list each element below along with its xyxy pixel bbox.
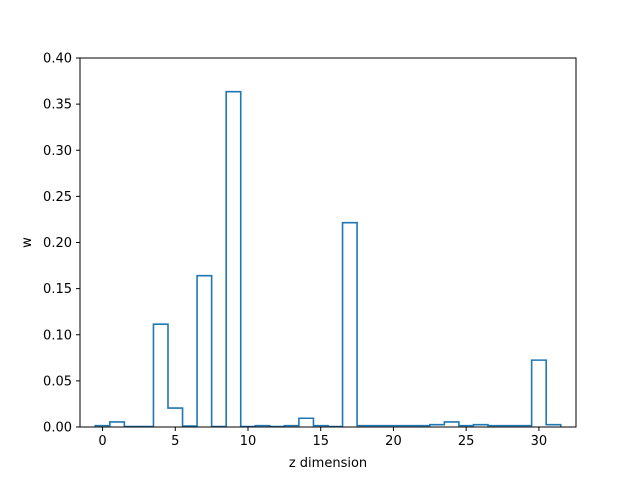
y-tick-label: 0.10 — [43, 328, 72, 343]
y-axis: 0.00 0.05 0.10 0.15 0.20 0.25 0.30 0.35 0.40 — [43, 52, 80, 436]
x-tick-label: 25 — [458, 434, 475, 449]
y-tick-label: 0.05 — [43, 374, 72, 389]
y-tick-label: 0.25 — [43, 190, 72, 205]
y-tick-label: 0.15 — [43, 282, 72, 297]
y-axis-label: w — [20, 237, 35, 248]
data-series — [94, 90, 562, 428]
y-tick-label: 0.40 — [43, 52, 72, 67]
x-tick-label: 0 — [98, 434, 106, 449]
x-axis: 0 5 10 15 20 25 30 — [98, 427, 547, 449]
y-tick-label: 0.35 — [43, 98, 72, 113]
x-tick-label: 30 — [531, 434, 548, 449]
y-tick-label: 0.00 — [43, 421, 72, 436]
y-tick-label: 0.30 — [43, 144, 72, 159]
x-tick-label: 20 — [385, 434, 402, 449]
x-tick-label: 15 — [312, 434, 329, 449]
step-outline — [94, 90, 562, 428]
x-axis-label: z dimension — [289, 456, 367, 471]
x-tick-label: 5 — [171, 434, 179, 449]
y-tick-label: 0.20 — [43, 236, 72, 251]
x-tick-label: 10 — [240, 434, 257, 449]
